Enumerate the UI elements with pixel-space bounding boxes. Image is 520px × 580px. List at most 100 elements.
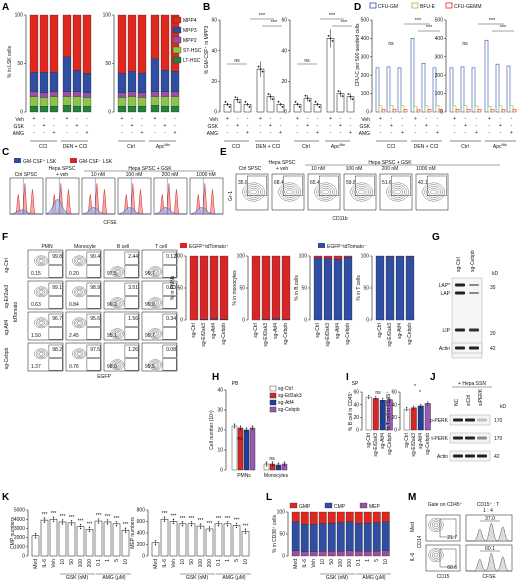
k-point	[217, 523, 220, 525]
d-bar-cfu-gm	[484, 39, 489, 113]
a-bar-mpp4	[82, 14, 92, 74]
b-point	[257, 65, 260, 68]
i-significance: *	[419, 390, 422, 396]
b-sign: +	[316, 130, 319, 136]
f-bar-blue	[395, 255, 405, 321]
b-sign: +	[236, 123, 239, 129]
panel-label-k: K	[2, 492, 10, 503]
k-bar	[49, 518, 58, 557]
c-conc-label: 10 nM	[91, 172, 105, 178]
d-sign: -	[415, 130, 417, 136]
a-sign: -	[33, 130, 35, 136]
m-dot-value: 21.7	[447, 535, 457, 541]
j-kd-header: kD	[500, 404, 507, 410]
b-sign: -	[247, 116, 249, 122]
i-xlabel: sg-Eif2ak3	[411, 433, 417, 457]
h-legend-label: sg-Cebpb	[278, 407, 300, 413]
k-significance: ***	[162, 511, 168, 517]
l-bar-mep	[363, 551, 372, 557]
k-bar	[232, 525, 241, 557]
i-xlabel: sg-Cebpb	[387, 433, 393, 455]
f-contour	[37, 350, 46, 357]
f-contour	[153, 270, 158, 274]
a-group-label: Ctrl	[127, 144, 135, 150]
k-xlabel: 50	[69, 559, 75, 565]
b-sign: -	[247, 123, 249, 129]
k-group-amg: AMG (μM)	[102, 575, 125, 580]
b-point	[294, 100, 297, 103]
l-xlabel: 100	[338, 559, 344, 568]
j-band	[477, 454, 487, 458]
b1-tick-label: 20	[211, 79, 217, 85]
i-bar	[410, 407, 417, 431]
f-row-label: sg-Cebpb	[4, 347, 10, 369]
k-bar	[187, 523, 196, 557]
b1-tick-label: 60	[211, 18, 217, 24]
h-legend-label: sg-Atf4	[278, 400, 294, 406]
f-value-top: 96.7	[52, 316, 62, 322]
panel-g: sg-Ctrl sg-Cebpb kD LAP* LAP LIP 35 20 Actin 42	[439, 250, 499, 359]
a-sign: -	[43, 130, 45, 136]
g-actin-band	[469, 346, 479, 350]
e-contour	[280, 184, 299, 200]
a-bar-mpp2	[39, 92, 49, 98]
l-bar-mep	[345, 550, 354, 557]
b-sign: -	[237, 130, 239, 136]
f-contour	[72, 286, 87, 298]
f-contour	[39, 259, 44, 263]
l-bar-cmp	[291, 521, 300, 551]
d-bar-cfu-gemm	[438, 108, 443, 113]
e-contour	[358, 189, 365, 195]
f-contour	[34, 348, 49, 360]
d-significance: ***	[489, 18, 496, 24]
k-point	[61, 521, 64, 523]
f-value-top: 1.26	[128, 347, 138, 353]
f-col-header: T cell	[155, 244, 167, 250]
a-bar-lt-hsc	[62, 105, 72, 113]
k-point	[106, 519, 109, 521]
panel-j: + Hepa SSN NC siCtrl siPERK kD p-PERK 170 t-PER…	[430, 381, 507, 462]
f-gate-top	[162, 313, 177, 327]
b-point	[261, 70, 264, 73]
a-sign: -	[86, 123, 88, 129]
d-bar-cfu-gemm	[490, 109, 495, 113]
d-sign: +	[453, 116, 456, 122]
a-bar-mpp4	[29, 14, 39, 73]
d-bar-cfu-gm	[432, 67, 437, 113]
f-bar-ylabel: % in monocytes	[232, 270, 238, 306]
f-value-bottom: 0.84	[69, 302, 79, 308]
panel-label-c: C	[2, 147, 9, 158]
k-point	[88, 526, 91, 529]
a-bar-lt-hsc	[49, 106, 59, 113]
a-sign: -	[121, 123, 123, 129]
f-contour	[115, 301, 120, 305]
f-contour	[73, 256, 85, 265]
c-header-veh: + veh	[56, 172, 69, 178]
c-histogram-gm-pos	[153, 207, 187, 215]
h-point	[283, 465, 286, 467]
f-gate-bottom	[86, 296, 101, 309]
a-legend-swatch	[172, 36, 182, 44]
a-bar-st-hsc	[117, 97, 127, 107]
l-xlabel: 50	[329, 559, 335, 565]
f-bar-red	[385, 255, 395, 257]
f-contour	[113, 268, 122, 275]
l-xlabel: IL-6	[302, 559, 308, 568]
a-legend-label: MPP3	[183, 28, 197, 34]
g-kd: 42	[490, 346, 496, 352]
f-legend-blue-label: EGFP⁺tdTomato⁻	[327, 244, 367, 250]
b-significance: ***	[259, 13, 266, 19]
e-contour	[244, 184, 263, 200]
h-tick-label: 0	[220, 468, 223, 474]
h-point	[271, 461, 274, 463]
d-bar-cfu-gemm	[512, 108, 517, 113]
k-point	[70, 524, 73, 526]
c-header-gsk: Hepa SPSC + GSK	[128, 166, 172, 172]
a-bar-mpp2	[160, 91, 170, 97]
l-bar-mep	[309, 551, 318, 557]
i-bar	[417, 405, 424, 431]
d-sign: -	[476, 123, 478, 129]
f-value-bottom: 0.76	[69, 364, 79, 370]
k-point	[88, 528, 91, 531]
k-point	[43, 519, 46, 521]
